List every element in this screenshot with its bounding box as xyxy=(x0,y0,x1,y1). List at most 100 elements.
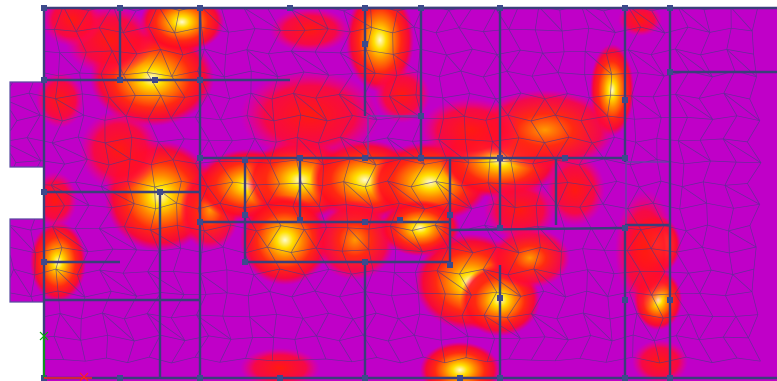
mesh-diagonal xyxy=(675,93,713,120)
contour-blob xyxy=(475,90,615,170)
joint-node xyxy=(418,113,424,119)
joint-node xyxy=(497,155,503,161)
joint-node xyxy=(152,77,158,83)
joint-node xyxy=(117,375,123,381)
joint-node xyxy=(457,375,463,381)
mesh-diagonal xyxy=(592,186,604,205)
joint-node xyxy=(562,155,568,161)
mesh-diagonal xyxy=(340,52,376,74)
mesh-diagonal xyxy=(196,314,232,340)
mesh-diagonal xyxy=(204,48,225,78)
mesh-diagonal xyxy=(482,269,522,297)
joint-node xyxy=(41,259,47,265)
mesh-diagonal xyxy=(390,225,423,252)
joint-node xyxy=(41,5,47,11)
joint-node xyxy=(667,297,673,303)
mesh-diagonal xyxy=(688,314,700,340)
mesh-diagonal xyxy=(256,230,268,248)
mesh-line-h xyxy=(10,180,748,188)
mesh-diagonal xyxy=(340,136,377,166)
contour-blob xyxy=(36,72,84,128)
mesh-diagonal xyxy=(199,273,228,294)
contour-blob xyxy=(240,70,380,160)
mesh-diagonal xyxy=(581,8,616,33)
frame-beam xyxy=(449,226,626,232)
mesh-diagonal xyxy=(249,316,274,338)
mesh-diagonal xyxy=(531,313,569,341)
mesh-diagonal xyxy=(628,49,665,77)
mesh-diagonal xyxy=(207,93,221,120)
mesh-diagonal xyxy=(631,95,662,118)
mesh-diagonal xyxy=(10,182,40,208)
joint-node xyxy=(497,375,503,381)
mesh-diagonal xyxy=(392,54,419,73)
mesh-diagonal xyxy=(10,141,42,161)
contour-blob xyxy=(420,98,520,162)
mesh-diagonal xyxy=(440,316,469,337)
contour-blob xyxy=(632,340,688,381)
joint-node xyxy=(117,77,123,83)
mesh-line-h xyxy=(16,312,758,320)
mesh-diagonal xyxy=(389,95,423,119)
mesh-diagonal xyxy=(636,313,655,341)
mesh-diagonal xyxy=(483,315,521,339)
mesh-diagonal xyxy=(537,226,562,253)
mesh-diagonal xyxy=(352,318,364,336)
mesh-diagonal xyxy=(101,186,135,205)
contour-blob xyxy=(42,8,102,46)
mesh-line-h xyxy=(10,246,757,254)
joint-node xyxy=(242,212,248,218)
mesh-diagonal xyxy=(98,228,137,251)
mesh-diagonal xyxy=(160,49,173,77)
mesh-diagonal xyxy=(635,141,658,160)
mesh-diagonal xyxy=(160,95,172,119)
mesh-diagonal xyxy=(538,8,563,32)
mesh-diagonal xyxy=(587,269,609,297)
mesh-diagonal xyxy=(387,180,425,210)
mesh-diagonal xyxy=(147,271,185,295)
joint-node xyxy=(297,155,303,161)
mesh-diagonal xyxy=(304,274,316,292)
joint-node xyxy=(622,375,628,381)
joint-node xyxy=(418,5,424,11)
joint-node xyxy=(157,189,163,195)
mesh-diagonal xyxy=(398,318,415,336)
contour-blob xyxy=(374,67,430,123)
mesh-line-h xyxy=(13,268,754,276)
joint-node xyxy=(362,375,368,381)
mesh-diagonal xyxy=(253,274,270,292)
joint-node xyxy=(117,5,123,11)
joint-node xyxy=(497,5,503,11)
mesh-line-h xyxy=(12,202,760,210)
mesh-diagonal xyxy=(111,50,124,75)
mesh-diagonal xyxy=(436,270,472,296)
joint-node xyxy=(242,157,248,163)
mesh-diagonal xyxy=(157,8,176,34)
joint-node xyxy=(497,295,503,301)
joint-node xyxy=(667,375,673,381)
contour-blob xyxy=(420,342,500,381)
mesh-diagonal xyxy=(104,142,131,160)
joint-node xyxy=(287,5,293,11)
mesh-diagonal xyxy=(16,314,29,339)
mesh-diagonal xyxy=(591,142,605,160)
mesh-diagonal xyxy=(51,142,88,160)
joint-node xyxy=(497,225,503,231)
mesh-diagonal xyxy=(446,54,462,72)
joint-node xyxy=(667,5,673,11)
joint-node xyxy=(41,77,47,83)
mesh-diagonal xyxy=(146,313,186,341)
joint-node xyxy=(197,375,203,381)
mesh-diagonal xyxy=(50,184,90,206)
mesh-diagonal xyxy=(495,8,510,30)
axis-triad-icon xyxy=(39,331,92,381)
mesh-diagonal xyxy=(724,185,760,205)
mesh-diagonal xyxy=(102,312,135,342)
mesh-diagonal xyxy=(297,137,324,165)
mesh-diagonal xyxy=(487,182,516,208)
mesh-line-v xyxy=(26,8,42,360)
mesh-diagonal xyxy=(732,274,753,292)
